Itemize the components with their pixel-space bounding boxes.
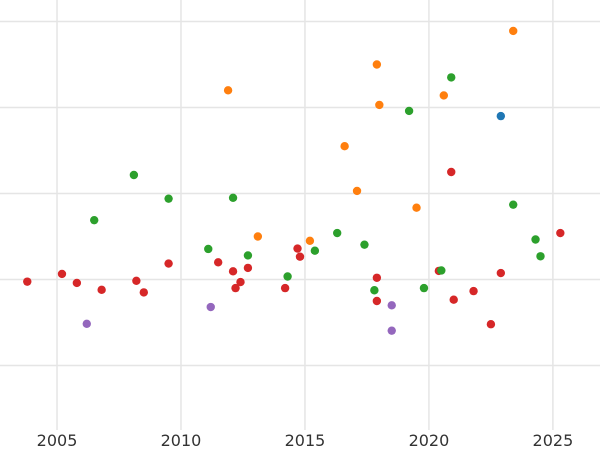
data-point-s2-8: [412, 203, 421, 212]
x-tick-labels: 2005 2010 2015 2020 2025: [37, 431, 574, 450]
data-point-s1-21: [469, 286, 478, 296]
data-point-s3-13: [419, 283, 429, 293]
x-tick-label: 2010: [161, 431, 202, 450]
data-point-s5-2: [206, 302, 215, 312]
grid-layer: [0, 0, 600, 430]
data-point-s1-3: [72, 278, 82, 288]
data-point-s3-12: [404, 106, 414, 116]
data-point-s3-10: [360, 240, 369, 249]
data-point-s1-1: [23, 277, 32, 286]
data-point-s3-11: [370, 286, 379, 295]
data-point-s1-17: [372, 296, 382, 306]
x-tick-label: 2015: [285, 431, 326, 450]
x-tick-label: 2005: [37, 431, 78, 450]
data-point-s3-14: [437, 266, 446, 275]
data-point-s2-4: [340, 142, 349, 151]
data-point-s4-1: [496, 111, 506, 121]
data-point-s2-7: [375, 100, 384, 110]
data-point-s1-12: [243, 263, 253, 273]
data-point-s1-6: [139, 288, 149, 297]
data-point-s5-4: [387, 326, 396, 335]
data-point-s5-3: [387, 301, 396, 310]
data-point-s1-7: [164, 259, 173, 268]
data-point-s2-10: [509, 26, 518, 36]
data-point-s2-1: [223, 86, 233, 95]
data-point-s1-2: [57, 269, 67, 279]
data-point-s1-9: [228, 267, 238, 276]
data-point-s3-5: [228, 193, 238, 202]
points-layer: [23, 26, 565, 335]
data-point-s1-19: [447, 167, 456, 177]
data-point-s3-18: [536, 252, 545, 261]
data-point-s3-9: [332, 228, 342, 238]
data-point-s1-11: [236, 277, 245, 287]
data-point-s2-2: [253, 232, 263, 241]
data-point-s3-1: [90, 215, 99, 225]
data-point-s1-4: [97, 285, 106, 295]
data-point-s1-16: [372, 273, 382, 282]
data-point-s3-7: [283, 272, 292, 281]
data-point-s1-5: [132, 276, 141, 285]
data-point-s3-17: [531, 235, 540, 244]
data-point-s3-16: [509, 200, 518, 209]
data-point-s1-15: [295, 252, 305, 261]
x-tick-label: 2025: [533, 431, 574, 450]
data-point-s1-22: [486, 320, 496, 329]
data-point-s1-20: [449, 295, 458, 304]
x-tick-label: 2020: [409, 431, 450, 450]
data-point-s3-8: [310, 246, 320, 255]
data-point-s3-3: [164, 194, 173, 203]
data-point-s1-8: [213, 258, 223, 267]
data-point-s3-15: [447, 73, 456, 82]
data-point-s2-9: [439, 91, 449, 100]
data-point-s3-2: [129, 170, 139, 180]
data-point-s2-5: [352, 186, 362, 196]
data-point-s1-14: [293, 244, 302, 253]
data-point-s3-6: [243, 251, 253, 260]
data-point-s2-6: [372, 60, 382, 69]
data-point-s1-23: [496, 268, 506, 278]
data-point-s1-24: [556, 228, 565, 238]
data-point-s3-4: [204, 244, 213, 254]
data-point-s1-10: [231, 283, 240, 293]
data-point-s1-13: [280, 283, 290, 293]
data-point-s2-3: [305, 236, 315, 245]
data-point-s5-1: [82, 319, 91, 328]
